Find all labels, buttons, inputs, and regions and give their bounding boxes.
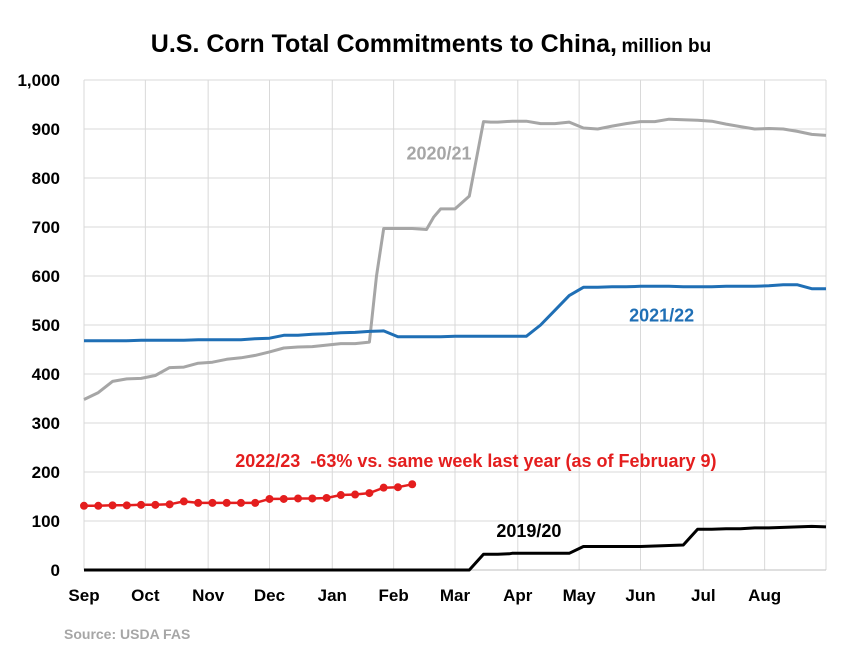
x-tick-label: Jul: [691, 586, 716, 605]
x-tick-label: Dec: [254, 586, 285, 605]
x-axis: Sep Oct Nov Dec Jan Feb Mar Apr May Jun Jul Aug: [68, 569, 826, 605]
data-point-2022-23: [236, 498, 245, 507]
data-point-2022-23: [365, 489, 374, 498]
y-tick-label: 300: [32, 414, 60, 433]
data-point-2022-23: [108, 501, 117, 510]
data-point-2022-23: [308, 494, 317, 503]
y-tick-label: 900: [32, 120, 60, 139]
series-line-2022-23: [84, 483, 413, 508]
y-tick-label: 400: [32, 365, 60, 384]
data-point-2022-23: [408, 480, 417, 489]
source-note: Source: USDA FAS: [64, 626, 191, 642]
x-tick-label: Apr: [503, 586, 533, 605]
series-line-2020-21: [83, 117, 827, 401]
x-tick-label: Jun: [625, 586, 655, 605]
data-point-2022-23: [208, 498, 217, 507]
data-point-2022-23: [179, 497, 188, 506]
data-point-2022-23: [251, 498, 260, 507]
y-axis: 0 100 200 300 400 500 600 700 800 900 1,000: [17, 71, 60, 580]
x-tick-label: Feb: [379, 586, 409, 605]
data-point-2022-23: [336, 491, 345, 500]
series-label-2019-20: 2019/20: [496, 521, 561, 541]
data-point-2022-23: [122, 501, 131, 510]
y-tick-label: 0: [51, 561, 60, 580]
x-tick-label: Oct: [131, 586, 160, 605]
x-tick-label: May: [563, 586, 597, 605]
x-tick-label: Aug: [748, 586, 781, 605]
chart-title-unit: million bu: [621, 36, 712, 57]
series-label-2020-21: 2020/21: [406, 143, 471, 163]
data-point-2022-23: [94, 501, 103, 510]
data-point-2022-23: [80, 501, 88, 510]
data-point-2022-23: [137, 500, 146, 509]
series-line-2021-22: [84, 283, 826, 343]
data-point-2022-23: [322, 493, 331, 502]
y-tick-label: 1,000: [17, 71, 60, 90]
data-point-2022-23: [151, 500, 160, 509]
data-point-2022-23: [165, 500, 174, 509]
x-tick-label: Sep: [68, 586, 99, 605]
series-label-2022-23: 2022/23 -63% vs. same week last year (as…: [235, 451, 716, 471]
y-tick-label: 700: [32, 218, 60, 237]
chart-title-main: U.S. Corn Total Commitments to China,: [150, 30, 618, 58]
y-tick-label: 800: [32, 169, 60, 188]
data-point-2022-23: [194, 498, 203, 507]
y-tick-label: 600: [32, 267, 60, 286]
data-point-2022-23: [265, 494, 274, 503]
data-point-2022-23: [294, 494, 303, 503]
x-tick-label: Nov: [192, 586, 225, 605]
series-labels: 2020/21 2021/22 2022/23 -63% vs. same week…: [235, 143, 716, 541]
y-tick-label: 500: [32, 316, 60, 335]
data-point-2022-23: [393, 483, 402, 492]
chart-title: U.S. Corn Total Commitments to China, mi…: [0, 30, 862, 59]
y-tick-label: 100: [32, 512, 60, 531]
data-point-2022-23: [222, 498, 231, 507]
series-line-2019-20: [84, 524, 827, 572]
data-point-2022-23: [379, 483, 388, 492]
series-lines: [80, 117, 827, 572]
y-tick-label: 200: [32, 463, 60, 482]
x-tick-label: Mar: [440, 586, 471, 605]
data-point-2022-23: [279, 494, 288, 503]
x-tick-label: Jan: [318, 586, 347, 605]
series-label-2021-22: 2021/22: [629, 306, 694, 326]
data-point-2022-23: [351, 490, 360, 499]
